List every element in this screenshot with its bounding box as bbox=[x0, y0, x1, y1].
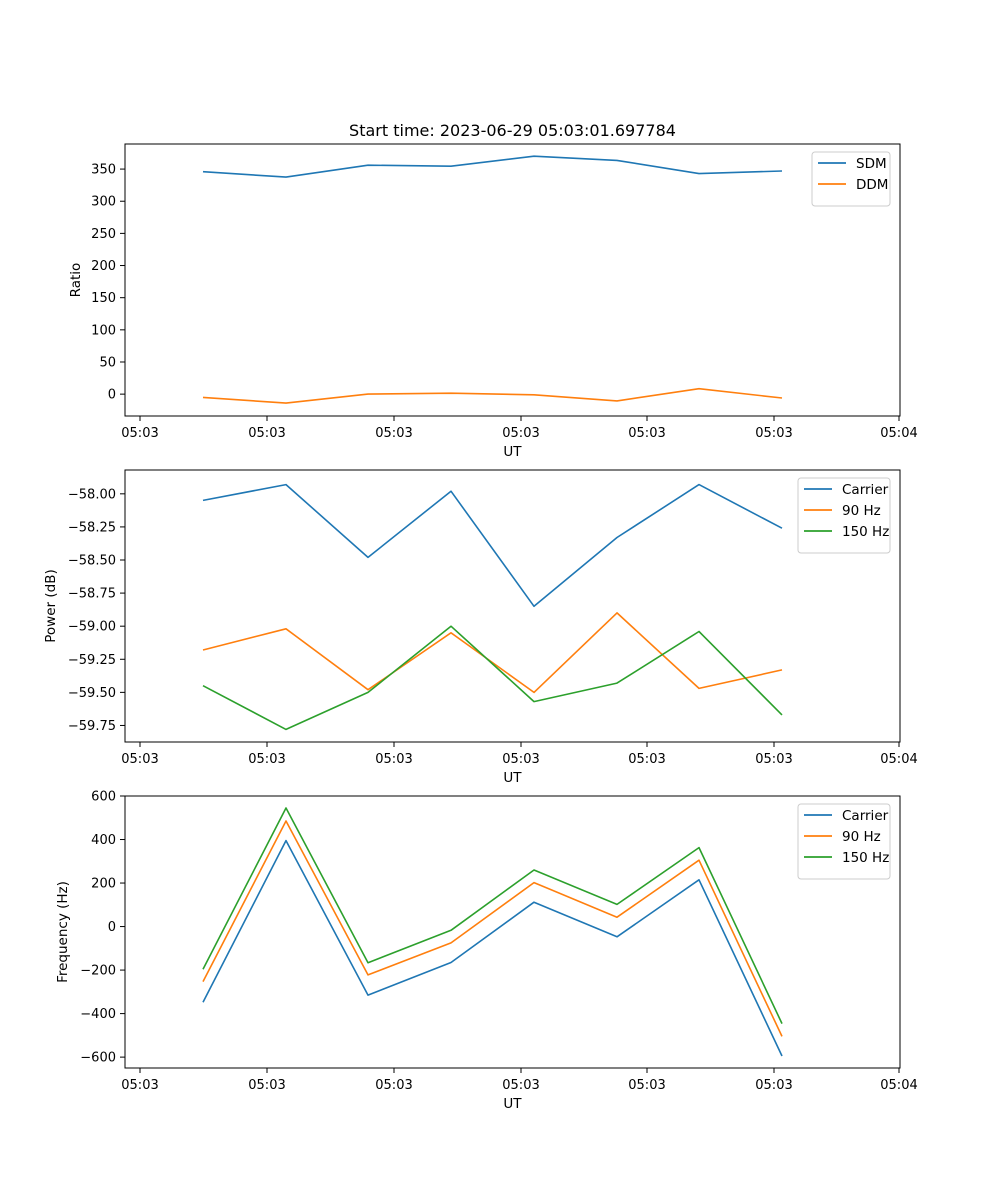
frequency-x-tick-label: 05:03 bbox=[628, 1078, 665, 1093]
power-x-axis-label: UT bbox=[503, 770, 522, 786]
power-legend-entry: 90 Hz bbox=[842, 503, 881, 519]
frequency-x-tick-label: 05:03 bbox=[755, 1078, 792, 1093]
power-y-tick-label: −59.50 bbox=[68, 686, 116, 701]
ratio-y-tick-label: 300 bbox=[91, 195, 116, 210]
ratio-x-tick-label: 05:03 bbox=[628, 426, 665, 441]
frequency-legend-entry: 90 Hz bbox=[842, 829, 881, 845]
ratio-x-axis-label: UT bbox=[503, 444, 522, 460]
power-legend bbox=[797, 477, 891, 554]
figure-title: Start time: 2023-06-29 05:03:01.697784 bbox=[349, 121, 676, 140]
frequency-y-tick-label: 0 bbox=[108, 920, 116, 935]
ratio-series-line-sdm bbox=[202, 155, 783, 178]
power-legend-entry: Carrier bbox=[842, 482, 889, 498]
power-x-tick-label: 05:04 bbox=[880, 752, 917, 767]
ratio-x-tick-label: 05:03 bbox=[375, 426, 412, 441]
frequency-x-tick-label: 05:03 bbox=[502, 1078, 539, 1093]
frequency-y-tick-label: 200 bbox=[91, 877, 116, 892]
power-axes-frame bbox=[124, 469, 901, 743]
power-y-tick-label: −58.75 bbox=[68, 587, 116, 602]
power-series-line-carrier bbox=[202, 483, 783, 608]
power-y-tick-label: −58.25 bbox=[68, 520, 116, 535]
frequency-y-tick-label: 600 bbox=[91, 790, 116, 805]
power-x-tick-label: 05:03 bbox=[502, 752, 539, 767]
power-series-line-90-hz bbox=[202, 612, 783, 694]
frequency-y-tick-label: −200 bbox=[80, 964, 116, 979]
ratio-x-tick-label: 05:03 bbox=[755, 426, 792, 441]
ratio-y-tick-label: 350 bbox=[91, 163, 116, 178]
power-x-tick-label: 05:03 bbox=[755, 752, 792, 767]
ratio-y-tick-label: 100 bbox=[91, 323, 116, 338]
frequency-legend-entry: 150 Hz bbox=[842, 850, 889, 866]
frequency-axes-frame bbox=[124, 795, 901, 1069]
frequency-series-line-90-hz bbox=[202, 820, 783, 1037]
frequency-series-line-carrier bbox=[202, 839, 783, 1057]
power-y-tick-label: −58.50 bbox=[68, 554, 116, 569]
ratio-x-tick-label: 05:03 bbox=[121, 426, 158, 441]
frequency-x-axis-label: UT bbox=[503, 1096, 522, 1112]
power-x-tick-label: 05:03 bbox=[121, 752, 158, 767]
ratio-x-tick-label: 05:03 bbox=[502, 426, 539, 441]
power-panel: 05:03 05:03 05:03 05:03 05:03 05:03 05:04 UT −59… bbox=[43, 469, 918, 786]
ratio-legend-entry: DDM bbox=[856, 177, 888, 193]
power-x-tick-label: 05:03 bbox=[628, 752, 665, 767]
frequency-legend-entry: Carrier bbox=[842, 808, 889, 824]
frequency-series-line-150-hz bbox=[202, 807, 783, 1024]
power-y-tick-label: −59.25 bbox=[68, 653, 116, 668]
frequency-y-tick-label: −600 bbox=[80, 1051, 116, 1066]
power-series-line-150-hz bbox=[202, 625, 783, 731]
power-y-axis-label: Power (dB) bbox=[43, 569, 59, 642]
frequency-x-tick-label: 05:03 bbox=[375, 1078, 412, 1093]
ratio-y-tick-label: 250 bbox=[91, 227, 116, 242]
frequency-x-tick-label: 05:04 bbox=[880, 1078, 917, 1093]
frequency-y-tick-label: −400 bbox=[80, 1007, 116, 1022]
ratio-legend bbox=[811, 151, 891, 207]
power-y-tick-label: −59.75 bbox=[68, 719, 116, 734]
ratio-axes-frame bbox=[124, 143, 901, 417]
ratio-y-tick-label: 150 bbox=[91, 291, 116, 306]
ratio-y-tick-label: 200 bbox=[91, 259, 116, 274]
ratio-x-tick-label: 05:04 bbox=[880, 426, 917, 441]
power-y-tick-label: −58.00 bbox=[68, 487, 116, 502]
frequency-legend bbox=[797, 803, 891, 880]
frequency-panel: 05:03 05:03 05:03 05:03 05:03 05:03 05:04 UT −60… bbox=[55, 790, 918, 1113]
frequency-y-axis-label: Frequency (Hz) bbox=[55, 881, 71, 983]
ratio-series-line-ddm bbox=[202, 387, 783, 404]
ratio-y-tick-label: 0 bbox=[108, 388, 116, 403]
ratio-y-tick-label: 50 bbox=[99, 355, 116, 370]
power-x-tick-label: 05:03 bbox=[375, 752, 412, 767]
ratio-legend-entry: SDM bbox=[856, 156, 887, 172]
frequency-x-tick-label: 05:03 bbox=[248, 1078, 285, 1093]
ratio-x-tick-label: 05:03 bbox=[248, 426, 285, 441]
power-y-tick-label: −59.00 bbox=[68, 620, 116, 635]
frequency-x-tick-label: 05:03 bbox=[121, 1078, 158, 1093]
power-legend-entry: 150 Hz bbox=[842, 524, 889, 540]
frequency-y-tick-label: 400 bbox=[91, 833, 116, 848]
power-x-tick-label: 05:03 bbox=[248, 752, 285, 767]
ratio-panel: 05:03 05:03 05:03 05:03 05:03 05:03 05:04 UT 0 50… bbox=[68, 143, 918, 460]
ratio-y-axis-label: Ratio bbox=[68, 263, 84, 298]
